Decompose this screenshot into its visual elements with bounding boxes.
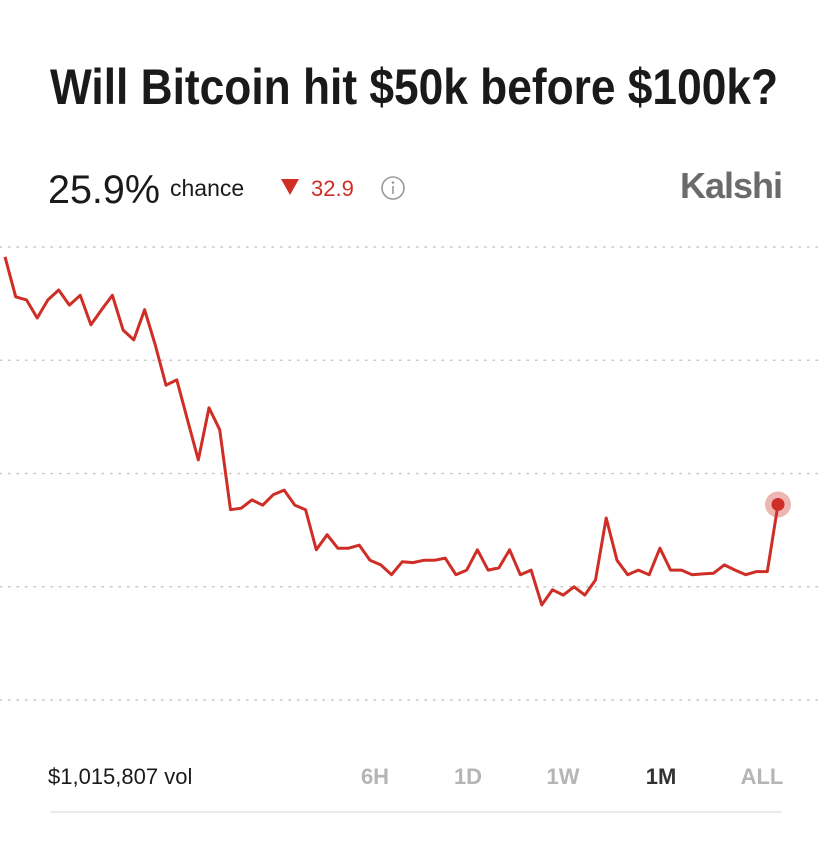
brand-logo: Kalshi bbox=[680, 165, 782, 206]
price-chart bbox=[0, 246, 823, 701]
current-point bbox=[771, 497, 785, 511]
price-line bbox=[3, 256, 780, 607]
range-button[interactable]: 1W bbox=[547, 764, 580, 789]
change-value: 32.9 bbox=[311, 176, 354, 201]
range-button[interactable]: 1D bbox=[454, 764, 482, 789]
range-button[interactable]: 1M bbox=[646, 764, 677, 789]
market-title: Will Bitcoin hit $50k before $100k? bbox=[50, 59, 778, 115]
range-selector: 6H 1D 1W 1M ALL bbox=[361, 764, 783, 789]
range-button[interactable]: 6H bbox=[361, 764, 389, 789]
change-arrow bbox=[281, 179, 299, 195]
info-icon[interactable] bbox=[381, 176, 405, 200]
chance-value: 25.9% bbox=[48, 168, 160, 212]
range-button[interactable]: ALL bbox=[741, 764, 784, 789]
volume: $1,015,807 vol bbox=[48, 764, 192, 789]
chance-label: chance bbox=[170, 175, 244, 201]
